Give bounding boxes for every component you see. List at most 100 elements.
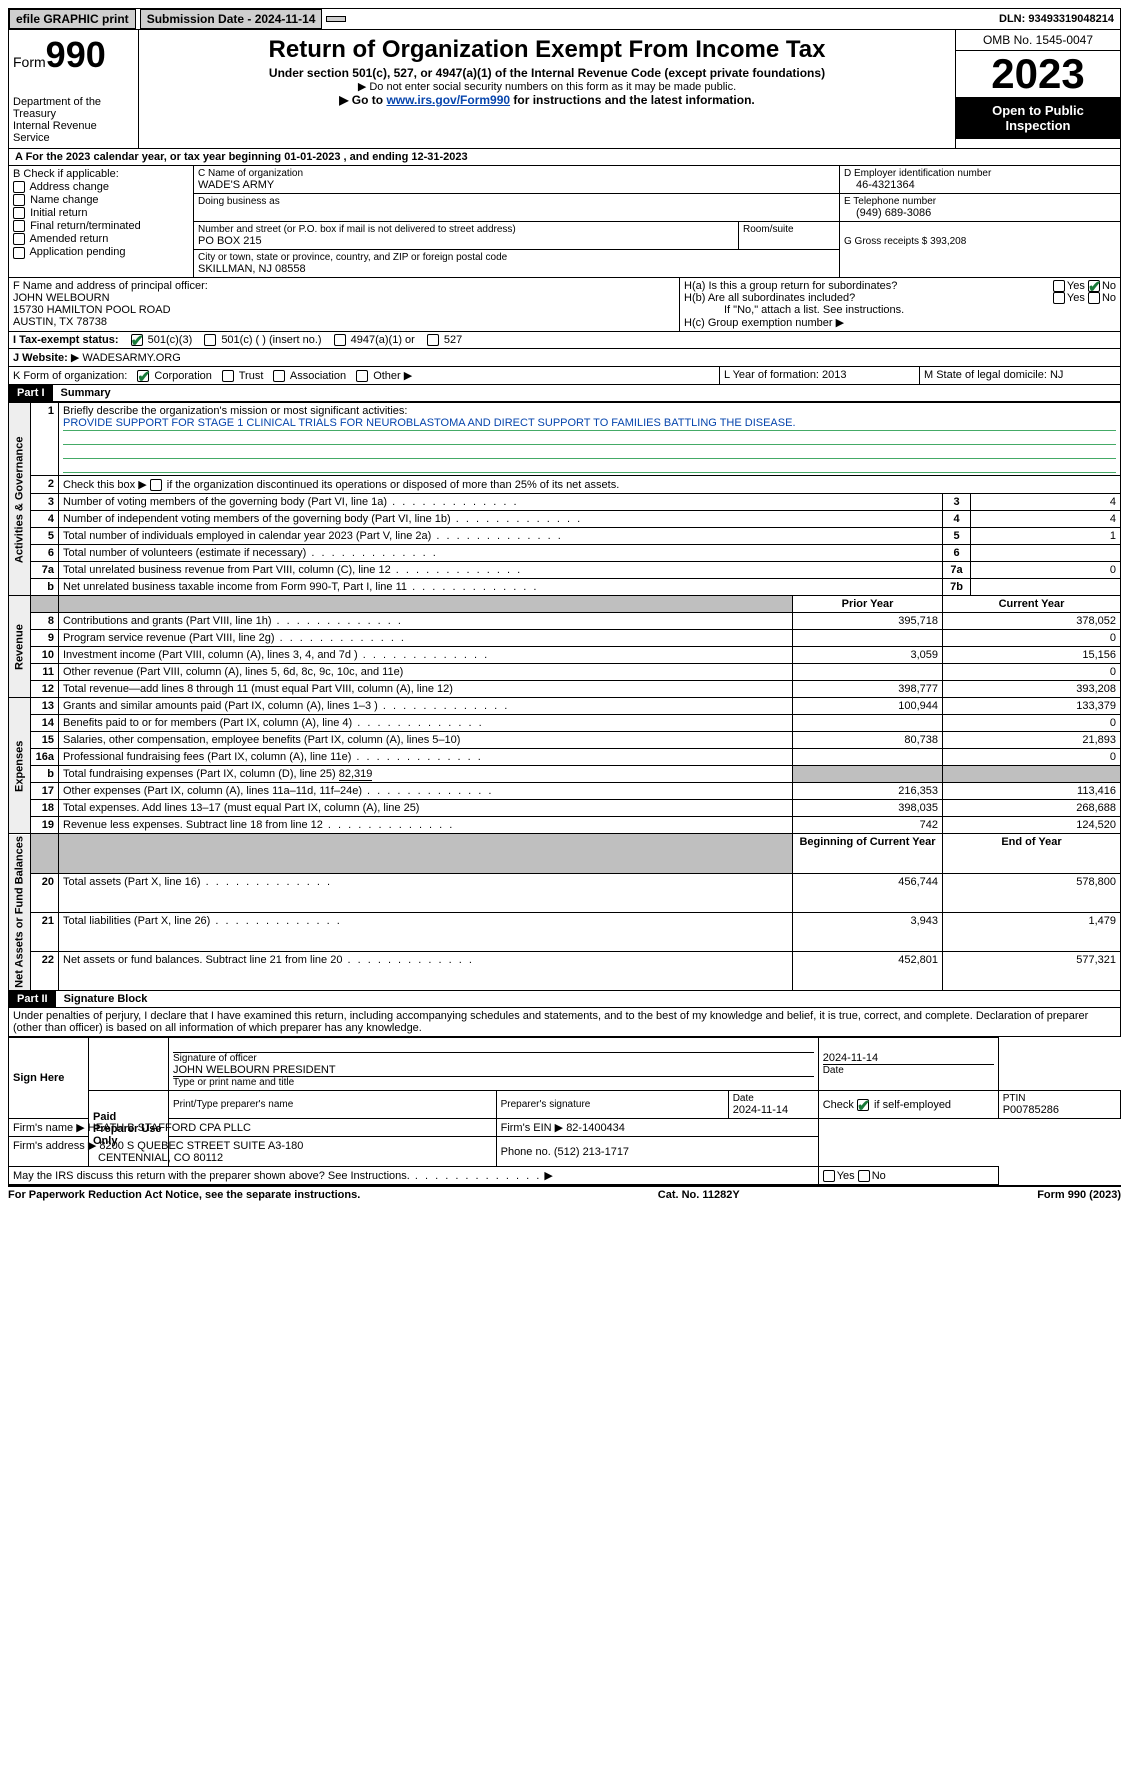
website-value: WADESARMY.ORG [82, 352, 180, 364]
hb-yes-checkbox[interactable] [1053, 292, 1065, 304]
line12-prior: 398,777 [793, 681, 943, 698]
firm-phone-cell: Phone no. (512) 213-1717 [496, 1137, 818, 1167]
officer-group-row: F Name and address of principal officer:… [8, 278, 1121, 332]
line6-val [971, 545, 1121, 562]
line3-label: Number of voting members of the governin… [59, 494, 943, 511]
chk-4947[interactable]: 4947(a)(1) or [334, 334, 415, 346]
chk-501c[interactable]: 501(c) ( ) (insert no.) [204, 334, 321, 346]
ha-yes-checkbox[interactable] [1053, 280, 1065, 292]
chk-final-return[interactable]: Final return/terminated [13, 220, 189, 232]
dept-treasury: Department of the Treasury [13, 96, 134, 120]
col-begin: Beginning of Current Year [793, 834, 943, 873]
line19-prior: 742 [793, 817, 943, 834]
form-number: Form990 [13, 34, 134, 76]
box-l: L Year of formation: 2013 [720, 367, 920, 384]
chk-address-change[interactable]: Address change [13, 181, 189, 193]
line14-label: Benefits paid to or for members (Part IX… [59, 715, 793, 732]
org-info-row: B Check if applicable: Address change Na… [8, 166, 1121, 278]
line19-current: 124,520 [943, 817, 1121, 834]
ptin-cell: PTINP00785286 [998, 1091, 1120, 1119]
discuss-cell: May the IRS discuss this return with the… [9, 1167, 819, 1185]
line20-label: Total assets (Part X, line 16) [59, 873, 793, 912]
irs-link[interactable]: www.irs.gov/Form990 [386, 93, 510, 107]
line11-prior [793, 664, 943, 681]
line-num: 1 [31, 403, 59, 476]
ha-no-checkbox[interactable] [1088, 280, 1100, 292]
dln-label: DLN: 93493319048214 [993, 11, 1120, 27]
line9-label: Program service revenue (Part VIII, line… [59, 630, 793, 647]
part2-badge: Part II [9, 991, 56, 1007]
line9-prior [793, 630, 943, 647]
line12-label: Total revenue—add lines 8 through 11 (mu… [59, 681, 793, 698]
line4-val: 4 [971, 511, 1121, 528]
line11-label: Other revenue (Part VIII, column (A), li… [59, 664, 793, 681]
col-current: Current Year [943, 596, 1121, 613]
tax-year: 2023 [956, 51, 1120, 97]
chk-assoc[interactable]: Association [273, 370, 346, 382]
box-h: H(a) Is this a group return for subordin… [680, 278, 1120, 331]
chk-initial-return[interactable]: Initial return [13, 207, 189, 219]
chk-amended-return[interactable]: Amended return [13, 233, 189, 245]
line14-prior [793, 715, 943, 732]
chk-self-employed[interactable] [857, 1099, 869, 1111]
line7b-label: Net unrelated business taxable income fr… [59, 579, 943, 596]
blank-button[interactable] [326, 16, 346, 22]
top-toolbar: efile GRAPHIC print Submission Date - 20… [8, 8, 1121, 30]
officer-sig: Signature of officer JOHN WELBOURN PRESI… [169, 1038, 819, 1091]
col-prior: Prior Year [793, 596, 943, 613]
line8-label: Contributions and grants (Part VIII, lin… [59, 613, 793, 630]
line6-label: Total number of volunteers (estimate if … [59, 545, 943, 562]
subtitle-1: Under section 501(c), 527, or 4947(a)(1)… [147, 66, 947, 80]
box-g: G Gross receipts $ 393,208 [840, 222, 1120, 249]
line18-label: Total expenses. Add lines 13–17 (must eq… [59, 800, 793, 817]
line22-prior: 452,801 [793, 952, 943, 991]
k-label: K Form of organization: [13, 370, 127, 382]
line12-current: 393,208 [943, 681, 1121, 698]
chk-discuss-yes[interactable] [823, 1170, 835, 1182]
line17-current: 113,416 [943, 783, 1121, 800]
subtitle-2: ▶ Do not enter social security numbers o… [147, 80, 947, 93]
line18-prior: 398,035 [793, 800, 943, 817]
line2: Check this box ▶ if the organization dis… [59, 476, 1121, 494]
line8-prior: 395,718 [793, 613, 943, 630]
vert-revenue: Revenue [9, 596, 31, 698]
line17-label: Other expenses (Part IX, column (A), lin… [59, 783, 793, 800]
line16a-current: 0 [943, 749, 1121, 766]
website-row: J Website: ▶ WADESARMY.ORG [8, 349, 1121, 367]
chk-trust[interactable]: Trust [222, 370, 264, 382]
open-public-badge: Open to Public Inspection [956, 97, 1120, 139]
line15-prior: 80,738 [793, 732, 943, 749]
chk-name-change[interactable]: Name change [13, 194, 189, 206]
efile-print-button[interactable]: efile GRAPHIC print [9, 9, 136, 29]
klm-row: K Form of organization: Corporation Trus… [8, 367, 1121, 385]
firm-addr-cell: Firm's address ▶ 8200 S QUEBEC STREET SU… [9, 1137, 497, 1167]
subtitle-3: ▶ Go to www.irs.gov/Form990 for instruct… [147, 93, 947, 107]
hb-no-checkbox[interactable] [1088, 292, 1100, 304]
line16a-prior [793, 749, 943, 766]
line13-prior: 100,944 [793, 698, 943, 715]
page-footer: For Paperwork Reduction Act Notice, see … [8, 1185, 1121, 1203]
form-title: Return of Organization Exempt From Incom… [147, 36, 947, 64]
box-c-city: City or town, state or province, country… [194, 250, 839, 277]
chk-corp[interactable]: Corporation [137, 370, 212, 382]
chk-application-pending[interactable]: Application pending [13, 246, 189, 258]
mission-text: PROVIDE SUPPORT FOR STAGE 1 CLINICAL TRI… [63, 417, 1116, 431]
line1-cell: Briefly describe the organization's miss… [59, 403, 1121, 476]
line20-current: 578,800 [943, 873, 1121, 912]
line7a-val: 0 [971, 562, 1121, 579]
chk-discontinued[interactable] [150, 479, 162, 491]
box-d: D Employer identification number 46-4321… [840, 166, 1120, 193]
chk-other[interactable]: Other ▶ [356, 369, 412, 382]
prep-date-cell: Date2024-11-14 [728, 1091, 818, 1119]
line4-label: Number of independent voting members of … [59, 511, 943, 528]
i-label: I Tax-exempt status: [13, 334, 119, 346]
hc-label: H(c) Group exemption number ▶ [684, 316, 1116, 329]
submission-date-button[interactable]: Submission Date - 2024-11-14 [140, 9, 323, 29]
chk-501c3[interactable]: 501(c)(3) [131, 334, 193, 346]
line13-label: Grants and similar amounts paid (Part IX… [59, 698, 793, 715]
chk-527[interactable]: 527 [427, 334, 462, 346]
chk-discuss-no[interactable] [858, 1170, 870, 1182]
line9-current: 0 [943, 630, 1121, 647]
tax-status-row: I Tax-exempt status: 501(c)(3) 501(c) ( … [8, 332, 1121, 349]
line22-label: Net assets or fund balances. Subtract li… [59, 952, 793, 991]
